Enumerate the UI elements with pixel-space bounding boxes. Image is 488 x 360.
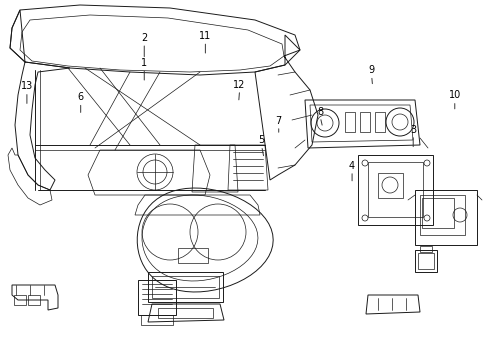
- Bar: [141, 315, 173, 325]
- Text: 11: 11: [199, 31, 211, 41]
- Text: 8: 8: [317, 107, 323, 117]
- Text: 4: 4: [348, 161, 354, 171]
- Bar: [421, 198, 453, 228]
- Bar: [178, 248, 207, 263]
- Bar: [374, 112, 384, 132]
- Bar: [152, 276, 219, 298]
- Bar: [359, 112, 369, 132]
- Text: 9: 9: [368, 65, 374, 75]
- Bar: [414, 190, 476, 245]
- Bar: [367, 162, 422, 217]
- Text: 7: 7: [275, 116, 281, 126]
- Text: 5: 5: [258, 135, 264, 145]
- Bar: [158, 308, 213, 318]
- Bar: [148, 272, 223, 302]
- Text: 10: 10: [447, 90, 460, 100]
- Bar: [138, 280, 176, 315]
- Text: 13: 13: [20, 81, 33, 91]
- Bar: [14, 295, 26, 305]
- Bar: [419, 195, 464, 235]
- Text: 3: 3: [409, 125, 415, 135]
- Bar: [28, 295, 40, 305]
- Bar: [417, 253, 433, 269]
- Bar: [345, 112, 354, 132]
- Bar: [414, 250, 436, 272]
- Bar: [357, 155, 432, 225]
- Bar: [377, 173, 402, 198]
- Text: 1: 1: [141, 58, 147, 68]
- Text: 6: 6: [78, 92, 83, 102]
- Text: 2: 2: [141, 33, 147, 43]
- Text: 12: 12: [233, 80, 245, 90]
- Bar: [419, 246, 431, 252]
